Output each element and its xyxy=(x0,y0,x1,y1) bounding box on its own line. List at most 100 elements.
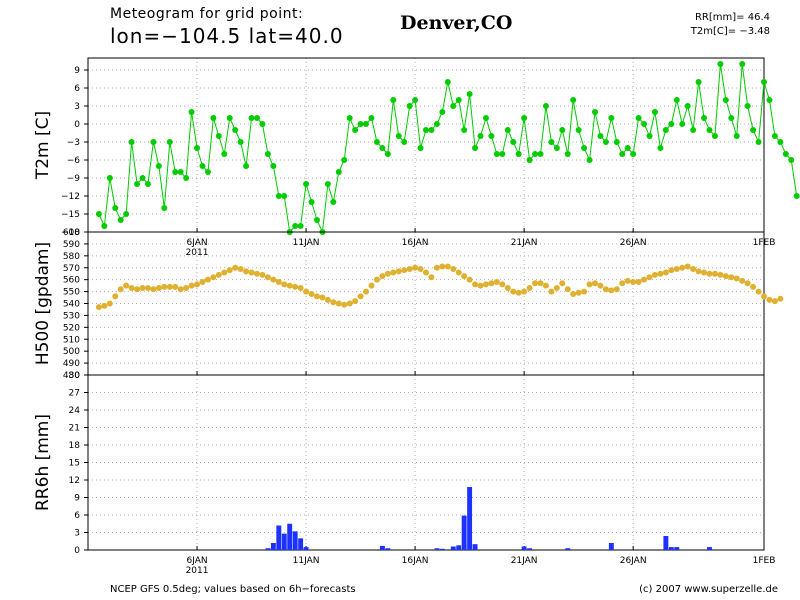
h500-point xyxy=(194,281,201,288)
h500-point xyxy=(455,269,462,276)
t2m-point xyxy=(657,145,664,151)
t2m-point xyxy=(139,175,146,181)
y-tick-label: 490 xyxy=(63,359,80,369)
h500-point xyxy=(575,289,582,296)
x-tick-label: 1FEB xyxy=(753,556,776,566)
h500-point xyxy=(477,282,484,289)
panel-frame xyxy=(87,374,765,551)
rr-bar xyxy=(270,543,276,550)
h500-point xyxy=(286,282,293,289)
t2m-point xyxy=(493,151,500,157)
t2m-point xyxy=(461,127,468,133)
rr-bar xyxy=(472,544,478,550)
t2m-point xyxy=(188,109,195,115)
t2m-point xyxy=(128,139,135,145)
t2m-point xyxy=(161,205,168,211)
h500-point xyxy=(150,286,157,293)
rr-bar xyxy=(527,548,533,550)
t2m-point xyxy=(455,97,462,103)
y-tick-label: 510 xyxy=(63,335,80,345)
h500-point xyxy=(668,267,675,274)
h500-point xyxy=(259,271,266,278)
t2m-point xyxy=(788,157,795,163)
y-tick-label: 30 xyxy=(69,371,81,381)
h500-point xyxy=(515,289,522,296)
t2m-point xyxy=(504,127,511,133)
h500-point xyxy=(750,283,757,290)
t2m-point xyxy=(793,193,800,199)
y-tick-label: 6 xyxy=(74,84,80,94)
t2m-point xyxy=(275,193,282,199)
t2m-point xyxy=(482,115,489,121)
t2m-point xyxy=(559,127,566,133)
t2m-point xyxy=(401,139,408,145)
t2m-point xyxy=(221,151,228,157)
y-tick-label: 24 xyxy=(69,406,81,416)
t2m-point xyxy=(204,169,211,175)
x-tick-label: 16JAN xyxy=(402,238,429,248)
h500-point xyxy=(739,277,746,284)
t2m-point xyxy=(777,139,784,145)
t2m-point xyxy=(728,115,735,121)
y-tick-label: 12 xyxy=(69,476,80,486)
h500-point xyxy=(526,285,533,292)
rr-bar xyxy=(467,487,473,550)
t2m-point xyxy=(515,151,522,157)
t2m-point xyxy=(510,139,517,145)
h500-point xyxy=(701,269,708,276)
y-tick-label: 6 xyxy=(74,511,80,521)
h500-point xyxy=(657,270,664,277)
y-tick-label: 540 xyxy=(63,300,80,310)
h500-point xyxy=(651,271,658,278)
h500-point xyxy=(390,269,397,276)
h500-point xyxy=(330,299,337,306)
h500-point xyxy=(199,279,206,286)
h500-point xyxy=(537,280,544,287)
h500-point xyxy=(166,283,173,290)
t2m-point xyxy=(215,133,222,139)
y-tick-label: 480 xyxy=(63,371,80,381)
h500-point xyxy=(292,283,299,290)
t2m-point xyxy=(472,145,479,151)
h500-point xyxy=(95,304,102,311)
t2m-point xyxy=(183,175,190,181)
y-tick-label: −18 xyxy=(61,228,80,238)
h500-point xyxy=(352,298,359,305)
h500-point xyxy=(379,273,386,280)
t2m-point xyxy=(592,109,598,115)
h500-point xyxy=(722,273,729,280)
h500-point xyxy=(619,280,626,287)
t2m-point xyxy=(651,109,658,115)
t2m-point xyxy=(450,103,457,109)
y-tick-label: −15 xyxy=(61,210,80,220)
h500-point xyxy=(117,286,124,293)
t2m-point xyxy=(101,223,108,229)
h500-point xyxy=(412,264,419,271)
h500-point xyxy=(597,282,604,289)
h500-point xyxy=(608,287,615,294)
t2m-point xyxy=(444,79,451,85)
t2m-point xyxy=(150,139,157,145)
x-tick-label: 21JAN xyxy=(511,556,538,566)
h500-point xyxy=(106,300,113,307)
h500-point xyxy=(466,276,473,283)
h500-point xyxy=(417,265,424,272)
t2m-point xyxy=(423,127,429,133)
t2m-point xyxy=(570,97,577,103)
t2m-point xyxy=(417,145,424,151)
h500-point xyxy=(155,285,162,292)
t2m-point xyxy=(581,145,588,151)
rr-bar xyxy=(608,543,614,550)
h500-point xyxy=(630,279,637,286)
h500-point xyxy=(472,281,479,288)
h500-point xyxy=(368,282,375,289)
t2m-point xyxy=(701,115,708,121)
rr-bar xyxy=(565,548,571,550)
t2m-point xyxy=(379,145,386,151)
t2m-point xyxy=(646,133,653,139)
y-tick-label: 530 xyxy=(63,311,80,321)
h500-point xyxy=(423,269,429,276)
t2m-point xyxy=(95,211,102,217)
